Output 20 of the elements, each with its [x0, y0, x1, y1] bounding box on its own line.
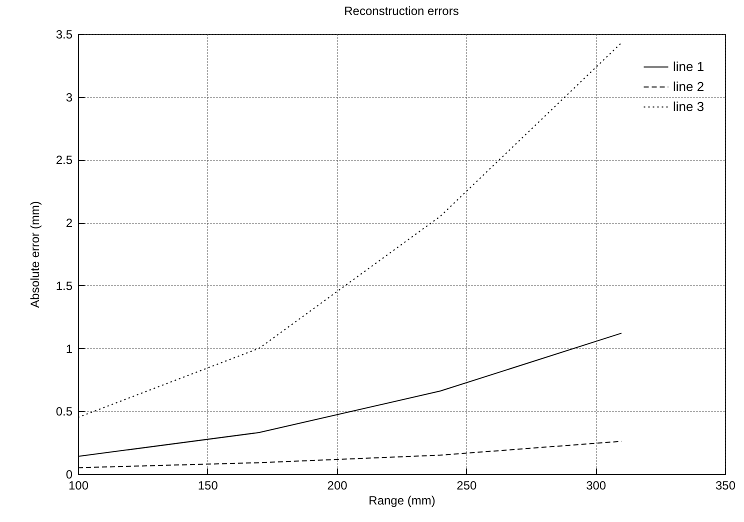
legend-label: line 2 — [673, 79, 704, 94]
y-tick-label: 2.5 — [56, 153, 73, 168]
y-tick-label: 3 — [66, 90, 73, 104]
legend-label: line 1 — [673, 59, 704, 74]
x-tick-label: 200 — [327, 478, 348, 492]
x-axis-title: Range (mm) — [368, 494, 436, 508]
chart-title: Reconstruction errors — [344, 4, 459, 18]
y-tick-label: 1.5 — [56, 278, 73, 293]
legend-label: line 3 — [673, 99, 704, 114]
x-tick-label: 250 — [456, 478, 478, 492]
y-axis-title: Absolute error (mm) — [28, 201, 42, 308]
y-tick-label: 3.5 — [56, 28, 73, 42]
x-tick-label: 350 — [715, 478, 736, 492]
x-tick-label: 300 — [586, 478, 606, 492]
y-tick-label: 0 — [66, 468, 73, 482]
x-tick-label: 150 — [198, 478, 218, 492]
y-tick-label: 0.5 — [56, 404, 73, 419]
y-tick-label: 2 — [66, 216, 73, 230]
x-tick-label: 100 — [68, 478, 89, 492]
y-tick-label: 1 — [66, 342, 73, 356]
